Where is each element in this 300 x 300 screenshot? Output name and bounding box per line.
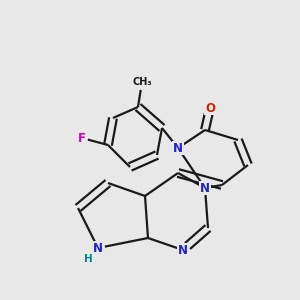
Text: N: N: [178, 244, 188, 256]
Text: O: O: [205, 101, 215, 115]
Text: H: H: [84, 254, 93, 263]
Text: N: N: [93, 242, 103, 254]
Text: F: F: [78, 131, 86, 145]
Text: N: N: [200, 182, 210, 194]
Text: N: N: [173, 142, 183, 154]
Text: CH₃: CH₃: [132, 77, 152, 87]
